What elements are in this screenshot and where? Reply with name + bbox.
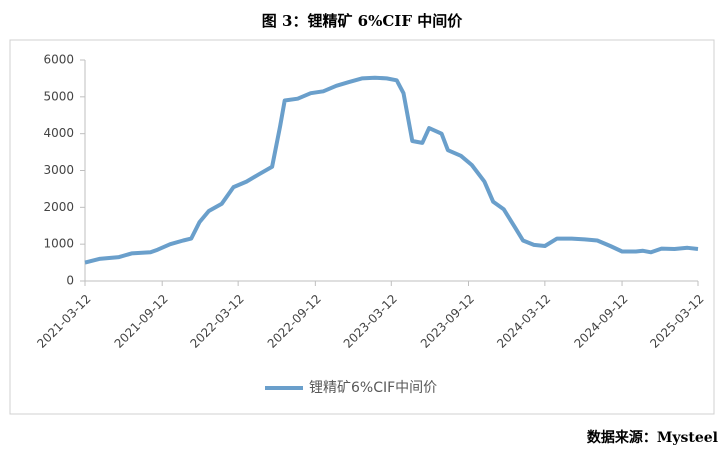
x-tick-label: 2023-09-12 <box>418 292 477 351</box>
y-tick-label: 2000 <box>43 200 74 214</box>
y-tick-label: 4000 <box>43 126 74 140</box>
y-tick-label: 0 <box>66 274 74 288</box>
x-tick-label: 2024-03-12 <box>494 292 553 351</box>
x-tick-label: 2022-09-12 <box>265 292 324 351</box>
x-tick-label: 2023-03-12 <box>341 292 400 351</box>
y-tick-label: 5000 <box>43 89 74 103</box>
y-tick-label: 1000 <box>43 237 74 251</box>
x-tick-label: 2021-03-12 <box>34 292 93 351</box>
y-tick-label: 3000 <box>43 163 74 177</box>
series-line <box>84 75 699 265</box>
chart-frame <box>9 39 715 415</box>
x-tick-label: 2025-03-12 <box>647 292 706 351</box>
chart-title: 图 3：锂精矿 6%CIF 中间价 <box>262 12 463 30</box>
x-tick-label: 2022-03-12 <box>188 292 247 351</box>
legend-label: 锂精矿6%CIF中间价 <box>309 380 437 396</box>
x-tick-label: 2021-09-12 <box>112 292 171 351</box>
y-tick-label: 6000 <box>43 53 74 67</box>
source-note: 数据来源：Mysteel <box>587 429 718 446</box>
x-tick-label: 2024-09-12 <box>571 292 630 351</box>
